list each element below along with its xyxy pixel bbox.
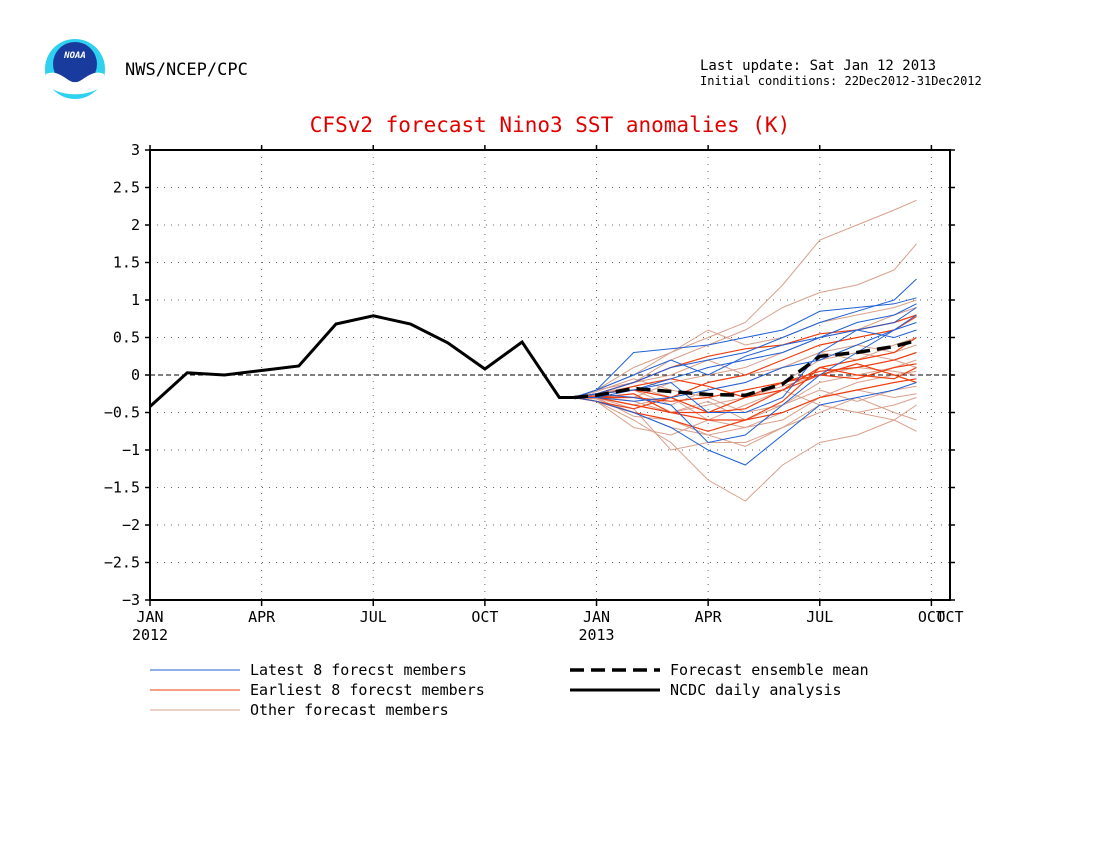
member-line-latest (574, 329, 917, 398)
y-tick-label: −0.5 (104, 404, 140, 422)
x-tick-year-label: 2013 (578, 626, 614, 644)
org-label: NWS/NCEP/CPC (125, 60, 248, 80)
member-line-earliest (574, 337, 917, 414)
y-tick-label: −1 (122, 441, 140, 459)
x-tick-label: JAN (136, 608, 163, 626)
member-line-latest (574, 297, 917, 398)
initial-conditions-text: Initial conditions: 22Dec2012-31Dec2012 (700, 74, 982, 88)
y-tick-label: 2.5 (113, 179, 140, 197)
svg-text:NOAA: NOAA (63, 51, 86, 61)
legend-label-earliest: Earliest 8 forecst members (250, 681, 485, 699)
x-tick-label: OCT (918, 608, 945, 626)
member-line-other (574, 370, 917, 436)
legend-label-latest: Latest 8 forecst members (250, 661, 467, 679)
y-tick-label: 0 (131, 366, 140, 384)
member-line-latest (574, 382, 917, 466)
x-tick-label: APR (695, 608, 723, 626)
member-line-other (574, 396, 917, 447)
x-tick-label: JAN (583, 608, 610, 626)
y-tick-label: 0.5 (113, 329, 140, 347)
legend-label-mean: Forecast ensemble mean (670, 661, 869, 679)
member-line-other (574, 397, 917, 451)
member-line-latest (574, 322, 917, 402)
member-line-earliest (574, 351, 917, 402)
member-line-other (574, 397, 917, 502)
x-tick-label-end: OCT (936, 608, 963, 626)
y-tick-label: 1 (131, 291, 140, 309)
member-line-latest (574, 278, 917, 398)
y-tick-label: 3 (131, 141, 140, 159)
x-tick-label: JUL (806, 608, 833, 626)
member-line-latest (574, 314, 917, 444)
y-tick-label: 1.5 (113, 254, 140, 272)
member-line-other (574, 299, 917, 398)
x-tick-label: APR (248, 608, 276, 626)
x-tick-label: JUL (360, 608, 387, 626)
y-tick-label: 2 (131, 216, 140, 234)
x-tick-year-label: 2012 (132, 626, 168, 644)
noaa-logo: NOAA (44, 38, 106, 100)
chart-title: CFSv2 forecast Nino3 SST anomalies (K) (309, 113, 791, 137)
legend-label-other: Other forecast members (250, 701, 449, 719)
x-tick-label: OCT (471, 608, 498, 626)
analysis-line (148, 314, 575, 408)
last-update-text: Last update: Sat Jan 12 2013 (700, 58, 937, 74)
y-tick-label: −2.5 (104, 554, 140, 572)
member-line-other (574, 389, 917, 436)
ensemble-mean-line (574, 338, 917, 400)
y-tick-label: −2 (122, 516, 140, 534)
y-tick-label: −1.5 (104, 479, 140, 497)
y-tick-label: −3 (122, 591, 140, 609)
legend-label-analysis: NCDC daily analysis (670, 681, 842, 699)
